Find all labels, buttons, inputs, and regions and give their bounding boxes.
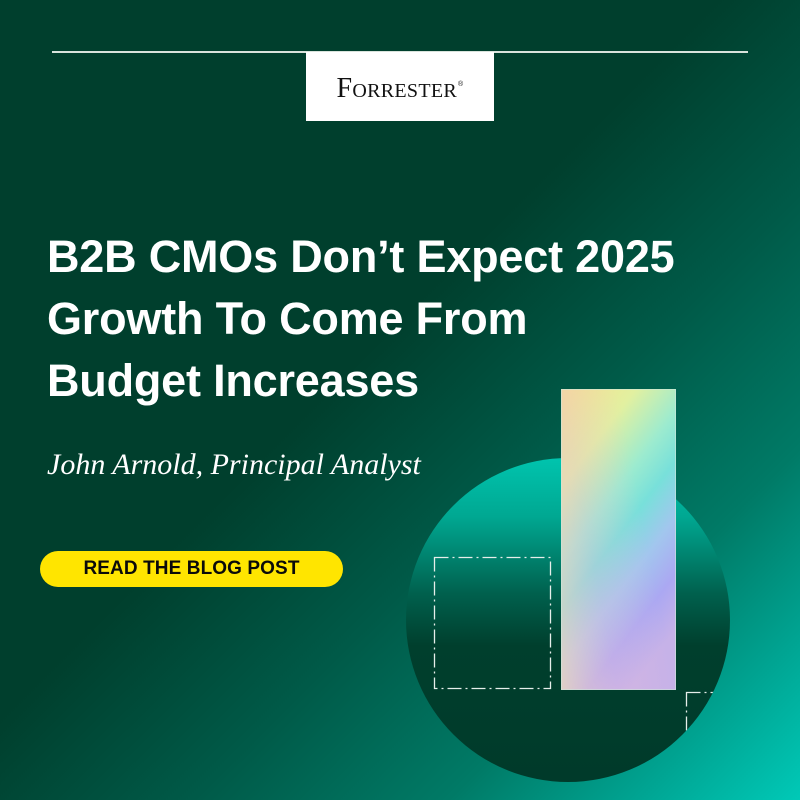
headline-line-3: Budget Increases: [47, 355, 419, 406]
headline-line-1: B2B CMOs Don’t Expect 2025: [47, 231, 675, 282]
clipped-square-group: [685, 691, 730, 782]
headline-line-2: Growth To Come From: [47, 293, 528, 344]
holographic-bar: [561, 389, 676, 690]
registered-mark: ®: [458, 81, 464, 89]
logo-wordmark: Forrester®: [336, 72, 464, 104]
forrester-logo: Forrester®: [306, 52, 494, 121]
dash-dot-square: [433, 556, 552, 690]
read-blog-post-button[interactable]: READ THE BLOG POST: [40, 551, 343, 587]
logo-wordmark-text: Forrester: [336, 72, 458, 104]
clipped-dash-dot-square: [685, 691, 730, 782]
headline: B2B CMOs Don’t Expect 2025 Growth To Com…: [47, 226, 787, 412]
gradient-circle: [406, 458, 730, 782]
author-byline: John Arnold, Principal Analyst: [47, 448, 421, 481]
